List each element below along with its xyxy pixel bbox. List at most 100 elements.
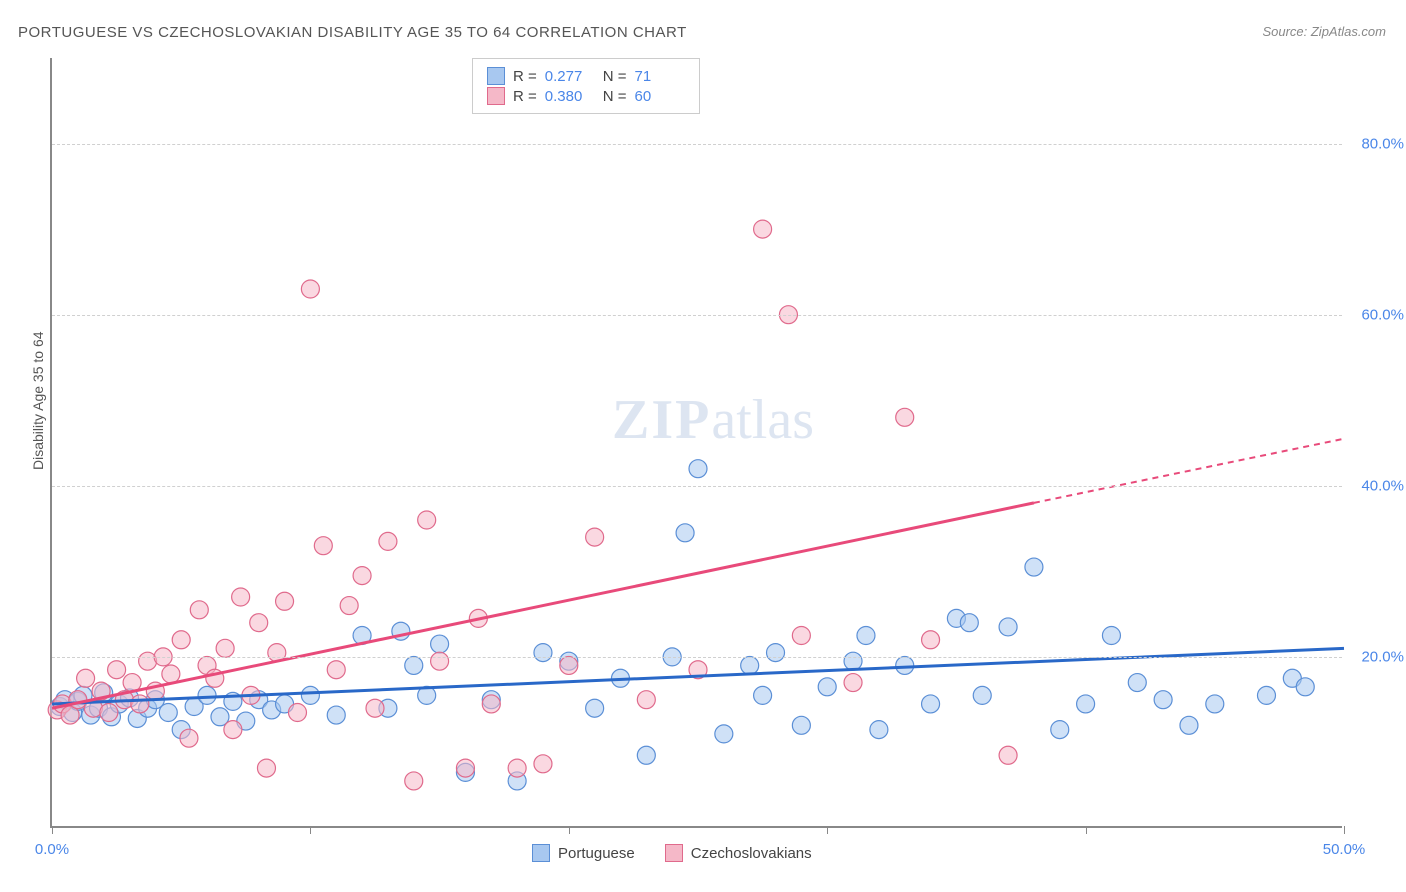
scatter-point (896, 408, 914, 426)
scatter-point (314, 537, 332, 555)
x-tick (1086, 826, 1087, 834)
scatter-point (276, 592, 294, 610)
scatter-point (288, 704, 306, 722)
scatter-point (754, 686, 772, 704)
scatter-point (999, 746, 1017, 764)
y-tick-label: 80.0% (1361, 135, 1404, 152)
legend-item-czech: Czechoslovakians (665, 844, 812, 862)
scatter-point (896, 656, 914, 674)
scatter-point (586, 699, 604, 717)
scatter-point (198, 686, 216, 704)
scatter-point (676, 524, 694, 542)
scatter-point (224, 721, 242, 739)
scatter-point (418, 511, 436, 529)
source-label: Source: (1262, 24, 1310, 39)
x-tick-label: 0.0% (35, 841, 69, 858)
source-attribution: Source: ZipAtlas.com (1262, 24, 1386, 39)
scatter-point (431, 652, 449, 670)
x-tick (1344, 826, 1345, 834)
scatter-point (741, 656, 759, 674)
legend-label-portuguese: Portuguese (558, 845, 635, 862)
scatter-point (767, 644, 785, 662)
y-tick-label: 20.0% (1361, 648, 1404, 665)
scatter-point (327, 706, 345, 724)
bottom-legend: Portuguese Czechoslovakians (532, 844, 812, 862)
scatter-point (1154, 691, 1172, 709)
scatter-point (818, 678, 836, 696)
scatter-point (405, 772, 423, 790)
scatter-point (216, 639, 234, 657)
scatter-point (1180, 716, 1198, 734)
scatter-point (960, 614, 978, 632)
plot-area: ZIPatlas R = 0.277 N = 71 R = 0.380 N = … (50, 58, 1342, 828)
x-tick (827, 826, 828, 834)
scatter-point (508, 759, 526, 777)
scatter-point (999, 618, 1017, 636)
y-tick-label: 40.0% (1361, 477, 1404, 494)
scatter-point (327, 661, 345, 679)
scatter-point (844, 652, 862, 670)
grid-line (52, 486, 1342, 487)
x-tick (310, 826, 311, 834)
x-tick (569, 826, 570, 834)
scatter-point (100, 704, 118, 722)
scatter-point (1128, 674, 1146, 692)
scatter-point (108, 661, 126, 679)
scatter-point (1257, 686, 1275, 704)
scatter-point (250, 614, 268, 632)
grid-line (52, 144, 1342, 145)
scatter-point (689, 460, 707, 478)
scatter-point (131, 695, 149, 713)
scatter-point (431, 635, 449, 653)
y-axis-label: Disability Age 35 to 64 (30, 331, 46, 470)
chart-canvas (52, 58, 1342, 826)
scatter-point (844, 674, 862, 692)
x-tick-label: 50.0% (1323, 841, 1366, 858)
scatter-point (172, 631, 190, 649)
scatter-point (456, 759, 474, 777)
scatter-point (301, 280, 319, 298)
legend-swatch-portuguese-bottom (532, 844, 550, 862)
scatter-point (232, 588, 250, 606)
scatter-point (77, 669, 95, 687)
scatter-point (159, 704, 177, 722)
scatter-point (1051, 721, 1069, 739)
scatter-point (162, 665, 180, 683)
scatter-point (1077, 695, 1095, 713)
scatter-point (353, 567, 371, 585)
legend-label-czech: Czechoslovakians (691, 845, 812, 862)
regression-line-dashed (1034, 439, 1344, 503)
scatter-point (637, 691, 655, 709)
scatter-point (534, 644, 552, 662)
scatter-point (379, 532, 397, 550)
scatter-point (190, 601, 208, 619)
y-tick-label: 60.0% (1361, 306, 1404, 323)
scatter-point (1296, 678, 1314, 696)
scatter-point (180, 729, 198, 747)
scatter-point (715, 725, 733, 743)
scatter-point (1102, 627, 1120, 645)
scatter-point (405, 656, 423, 674)
source-name: ZipAtlas.com (1311, 24, 1386, 39)
scatter-point (257, 759, 275, 777)
scatter-point (301, 686, 319, 704)
scatter-point (1206, 695, 1224, 713)
scatter-point (754, 220, 772, 238)
scatter-point (870, 721, 888, 739)
scatter-point (922, 631, 940, 649)
scatter-point (366, 699, 384, 717)
scatter-point (534, 755, 552, 773)
scatter-point (922, 695, 940, 713)
grid-line (52, 315, 1342, 316)
grid-line (52, 657, 1342, 658)
x-tick (52, 826, 53, 834)
scatter-point (560, 656, 578, 674)
scatter-point (1025, 558, 1043, 576)
scatter-point (792, 627, 810, 645)
legend-swatch-czech-bottom (665, 844, 683, 862)
scatter-point (973, 686, 991, 704)
scatter-point (792, 716, 810, 734)
scatter-point (340, 597, 358, 615)
scatter-point (637, 746, 655, 764)
scatter-point (482, 695, 500, 713)
